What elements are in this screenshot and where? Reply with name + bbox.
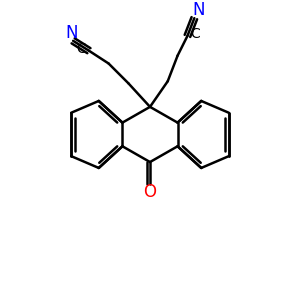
Text: N: N	[65, 24, 77, 42]
Text: N: N	[192, 1, 205, 19]
Text: O: O	[143, 183, 157, 201]
Text: C: C	[76, 42, 86, 56]
Text: C: C	[190, 27, 200, 41]
